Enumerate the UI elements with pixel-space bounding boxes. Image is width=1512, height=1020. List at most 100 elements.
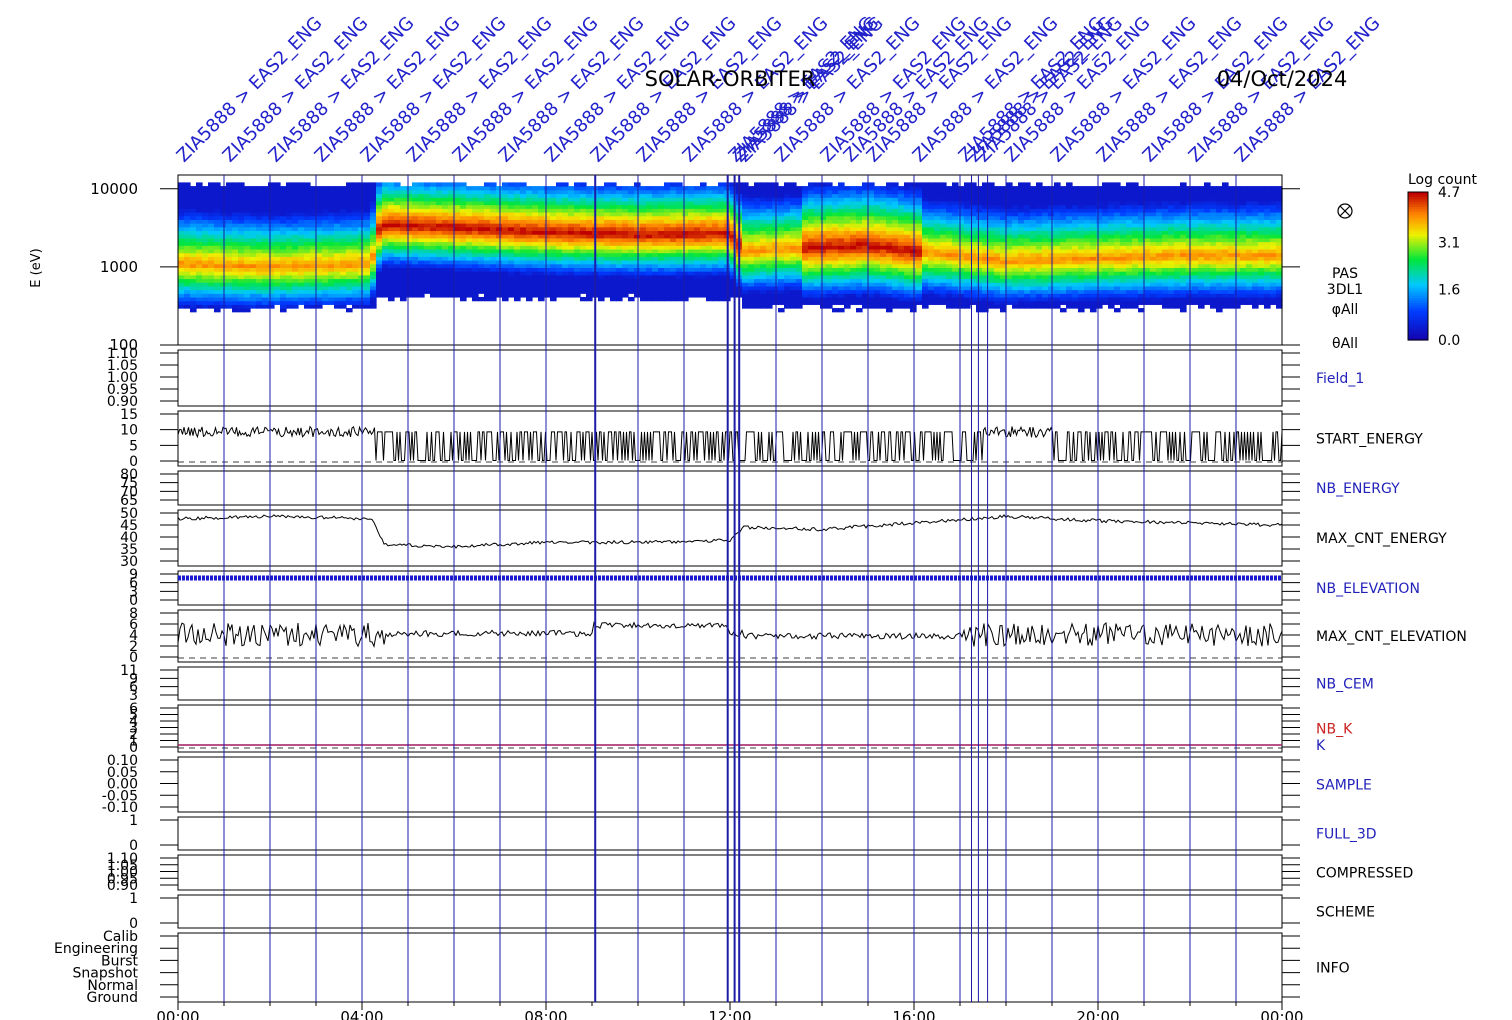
colorbar-segment [1408, 332, 1428, 336]
panel-label: SCHEME [1316, 905, 1375, 921]
y-tick-label: 0.05 [107, 765, 138, 781]
panel-frame [177, 666, 1283, 701]
spectrogram-side-label: φAll [1332, 302, 1359, 318]
colorbar-segment [1408, 317, 1428, 321]
x-tick-label: 16:00 [892, 1008, 935, 1020]
colorbar-segment [1408, 196, 1428, 200]
spectrogram-side-label: 3DL1 [1327, 282, 1363, 298]
colorbar-segment [1408, 211, 1428, 215]
colorbar-segment [1408, 325, 1428, 329]
colorbar-segment [1408, 270, 1428, 274]
y-tick-label: 15 [120, 407, 138, 423]
y-tick-label: 2 [129, 639, 138, 655]
y-tick-label: 4 [129, 714, 138, 730]
y-tick-label: 0.95 [107, 871, 138, 887]
y-tick-label: 9 [129, 671, 138, 687]
panel-label: NB_ELEVATION [1316, 581, 1420, 597]
y-tick-label: 5 [129, 708, 138, 724]
y-tick-label: 0 [129, 740, 138, 756]
spectrogram-side-label: PAS [1332, 266, 1358, 282]
colorbar-segment [1408, 263, 1428, 267]
colorbar-segment [1408, 298, 1428, 302]
x-tick-label: 08:00 [524, 1008, 567, 1020]
panel-frame [177, 470, 1283, 506]
y-tick-label: 9 [129, 567, 138, 583]
colorbar-segment [1408, 241, 1428, 245]
y-tick-label: 2 [129, 727, 138, 743]
panel-label: START_ENERGY [1316, 432, 1423, 448]
y-tick-label: 65 [120, 493, 138, 509]
spectrogram-ylabel: E (eV) [29, 248, 44, 287]
colorbar-segment [1408, 261, 1428, 265]
trace-line [177, 425, 1283, 461]
y-tick-label: Burst [101, 953, 139, 969]
y-axes: 1000010001001.101.051.000.950.9015105080… [29, 180, 1363, 1006]
colorbar-segment [1408, 219, 1428, 223]
y-tick-label: 0 [129, 454, 138, 470]
y-tick-label: 3 [129, 584, 138, 600]
colorbar-segment [1408, 256, 1428, 260]
panel-frame [177, 816, 1283, 851]
y-tick-label: 6 [129, 680, 138, 696]
colorbar-segment [1408, 199, 1428, 203]
panel-secondary-label: K [1316, 738, 1326, 754]
colorbar-segment [1408, 238, 1428, 242]
colorbar-segment [1408, 246, 1428, 250]
colorbar-segment [1408, 305, 1428, 309]
colorbar-segment [1408, 266, 1428, 270]
x-tick-label: 20:00 [1076, 1008, 1119, 1020]
event-lines [223, 175, 1237, 1002]
y-tick-label: 6 [129, 617, 138, 633]
y-tick-label: 70 [120, 484, 138, 500]
colorbar-segment [1408, 295, 1428, 299]
panel-frames: Field_1 START_ENERGY NB_ENERGY MAX_CNT_ENER… [177, 174, 1467, 1003]
colorbar-segment [1408, 192, 1428, 196]
panel-frame [177, 932, 1283, 1003]
y-tick-label: 0.95 [107, 382, 138, 398]
x-tick-label: 00:00 [1260, 1008, 1303, 1020]
y-tick-label: 4 [129, 628, 138, 644]
panel-frame [177, 509, 1283, 567]
colorbar-segment [1408, 224, 1428, 228]
trace-line [177, 514, 1283, 549]
y-tick-label: 0 [129, 916, 138, 932]
y-tick-label: 50 [120, 506, 138, 522]
y-tick-label: 11 [120, 663, 138, 679]
y-tick-label: 1 [129, 813, 138, 829]
y-tick-label: 40 [120, 530, 138, 546]
x-tick-label: 00:00 [156, 1008, 199, 1020]
y-tick-label: 3 [129, 721, 138, 737]
panel-frame [177, 756, 1283, 813]
colorbar-segment [1408, 209, 1428, 213]
spectrogram-side-label: θAll [1332, 336, 1358, 352]
panel-label: NB_ENERGY [1316, 481, 1400, 497]
colorbar-segment [1408, 307, 1428, 311]
panel-label: INFO [1316, 961, 1350, 977]
y-tick-label: 75 [120, 476, 138, 492]
colorbar-segment [1408, 312, 1428, 316]
y-tick-label: 45 [120, 518, 138, 534]
panel-label: MAX_CNT_ENERGY [1316, 531, 1447, 547]
colorbar-segment [1408, 273, 1428, 277]
colorbar-segment [1408, 280, 1428, 284]
colorbar-segment [1408, 253, 1428, 257]
colorbar-tick-label: 1.6 [1438, 283, 1460, 299]
colorbar-segment [1408, 322, 1428, 326]
colorbar-segment [1408, 290, 1428, 294]
y-tick-label: 1.05 [107, 858, 138, 874]
colorbar-segment [1408, 285, 1428, 289]
y-tick-label: 6 [129, 576, 138, 592]
colorbar-segment [1408, 330, 1428, 334]
y-tick-label: 3 [129, 688, 138, 704]
colorbar-segment [1408, 303, 1428, 307]
panel-label: NB_K [1316, 722, 1353, 738]
colorbar-frame [1407, 191, 1429, 341]
colorbar-segment [1408, 310, 1428, 314]
colorbar-segment [1408, 214, 1428, 218]
x-tick-label: 04:00 [340, 1008, 383, 1020]
colorbar-segment [1408, 216, 1428, 220]
colorbar-segment [1408, 293, 1428, 297]
